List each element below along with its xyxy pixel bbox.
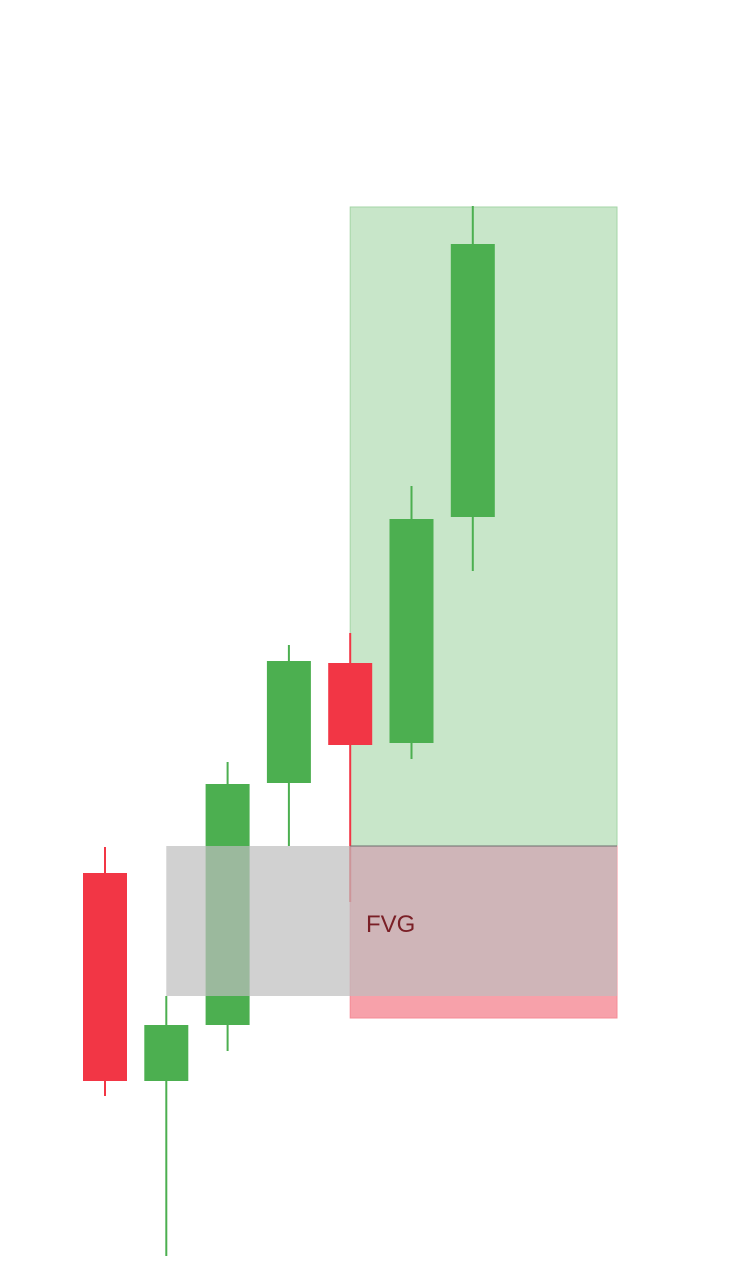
candle-body-4 bbox=[266, 661, 311, 783]
candles-layer bbox=[83, 206, 495, 1256]
fvg-label: FVG bbox=[366, 911, 415, 938]
candle-body-5 bbox=[328, 663, 373, 745]
overlay-layer bbox=[166, 845, 618, 996]
fvg-zone bbox=[166, 846, 618, 996]
candle-body-2 bbox=[144, 1025, 189, 1081]
candle-body-7 bbox=[450, 244, 495, 517]
candle-body-6 bbox=[389, 519, 434, 743]
candle-body-1 bbox=[83, 873, 127, 1081]
